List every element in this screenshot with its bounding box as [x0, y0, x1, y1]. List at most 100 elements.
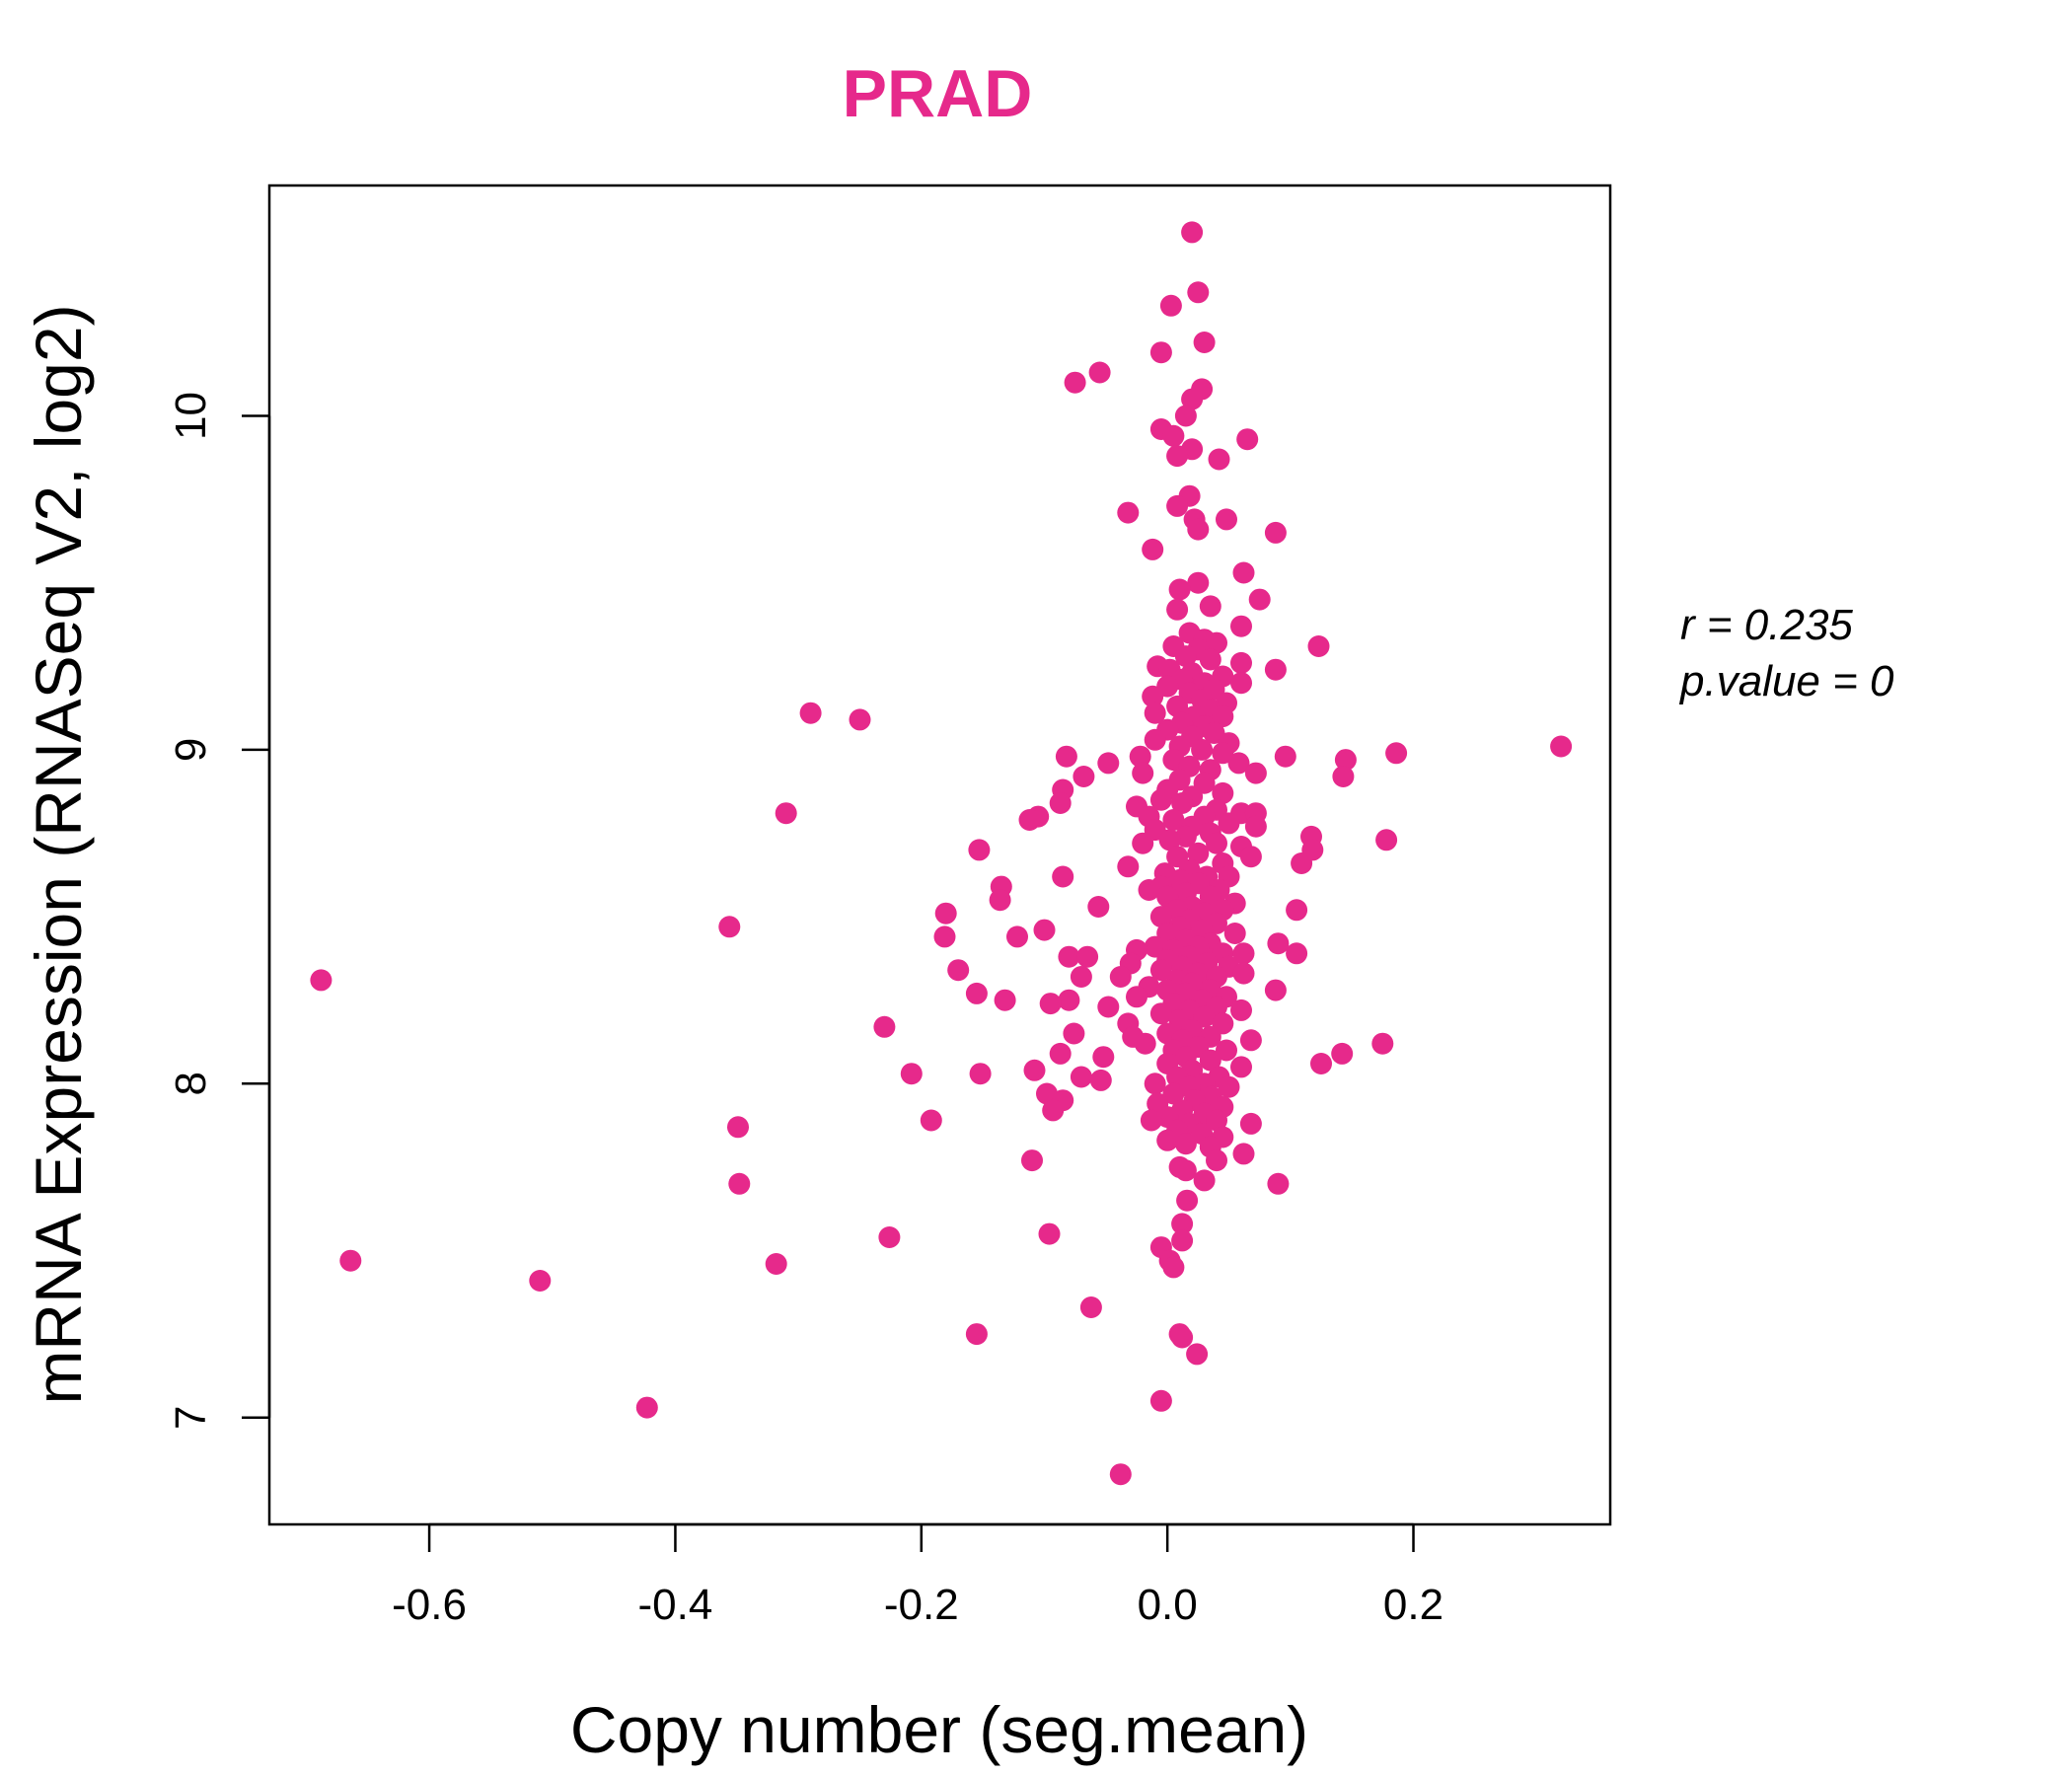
data-point-172	[1076, 945, 1099, 968]
data-point-0	[1181, 221, 1204, 244]
data-point-155	[1223, 923, 1246, 944]
data-point-56	[1144, 702, 1166, 724]
data-point-233	[969, 1063, 992, 1085]
x-tick-label-0: -0.6	[392, 1581, 467, 1629]
data-point-270	[1193, 1169, 1216, 1192]
data-point-73	[1274, 745, 1296, 768]
data-point-254	[1206, 1109, 1227, 1132]
data-point-177	[947, 959, 970, 982]
data-point-151	[718, 916, 741, 938]
data-point-58	[1212, 705, 1234, 728]
data-point-218	[1134, 1032, 1156, 1055]
data-point-9	[1174, 405, 1197, 427]
data-point-266	[1021, 1149, 1043, 1172]
data-point-183	[1109, 966, 1132, 988]
data-point-26	[1168, 578, 1191, 601]
data-point-24	[1232, 561, 1255, 584]
data-point-5	[1088, 361, 1111, 384]
data-point-38	[1199, 648, 1221, 671]
chart-title: PRAD	[843, 56, 1033, 131]
data-point-124	[1117, 855, 1140, 878]
data-point-190	[1264, 979, 1287, 1001]
data-point-29	[1166, 598, 1189, 621]
data-point-93	[1171, 792, 1194, 814]
data-point-211	[1063, 1022, 1085, 1045]
data-point-275	[1038, 1222, 1061, 1245]
data-point-76	[1334, 749, 1357, 772]
data-point-107	[1244, 815, 1267, 838]
data-point-250	[1042, 1099, 1065, 1122]
data-point-229	[1230, 1056, 1252, 1078]
data-point-288	[1186, 1343, 1209, 1366]
data-point-199	[1039, 993, 1062, 1015]
data-point-78	[1097, 752, 1120, 775]
data-point-168	[1232, 942, 1255, 965]
data-point-223	[1331, 1042, 1354, 1065]
data-point-236	[1070, 1066, 1092, 1088]
data-point-285	[965, 1323, 988, 1346]
plot-frame	[267, 184, 1612, 1526]
data-point-12	[1236, 428, 1259, 451]
y-tick-label-2: 9	[167, 738, 215, 762]
data-point-11	[1162, 424, 1185, 447]
data-point-70	[1191, 738, 1214, 761]
data-point-222	[1049, 1042, 1072, 1065]
data-point-157	[933, 925, 956, 948]
data-point-75	[1129, 745, 1151, 768]
data-point-84	[1332, 766, 1355, 787]
data-point-145	[1286, 899, 1308, 922]
data-point-185	[310, 969, 333, 992]
correlation-r: r = 0.235	[1680, 601, 1853, 649]
y-tick-label-3: 10	[167, 392, 215, 440]
points-layer	[310, 221, 1573, 1486]
data-point-277	[1171, 1229, 1194, 1252]
data-point-47	[1230, 672, 1252, 695]
data-point-241	[1218, 1075, 1240, 1098]
data-point-37	[1174, 645, 1197, 668]
x-axis: -0.6 -0.4 -0.2 0.0 0.2	[392, 1522, 1443, 1629]
x-tick-label-1: -0.4	[638, 1581, 713, 1629]
data-point-54	[1166, 695, 1189, 717]
data-point-39	[1230, 651, 1252, 674]
data-point-20	[1216, 508, 1237, 531]
data-point-291	[1109, 1463, 1132, 1486]
data-point-120	[1239, 846, 1262, 868]
data-point-253	[920, 1109, 942, 1132]
data-point-110	[1174, 825, 1197, 848]
data-point-85	[1073, 766, 1095, 787]
data-point-79	[1227, 752, 1250, 775]
data-point-21	[1187, 518, 1210, 541]
data-point-17	[1166, 494, 1189, 517]
data-point-153	[1033, 919, 1056, 941]
y-tick-label-0: 7	[167, 1405, 215, 1429]
data-point-122	[1291, 852, 1313, 874]
data-point-194	[1126, 986, 1147, 1008]
p-value: p.value = 0	[1678, 657, 1894, 705]
data-point-67	[1144, 728, 1166, 751]
data-point-71	[1385, 742, 1408, 765]
data-point-221	[1216, 1039, 1237, 1062]
data-point-280	[339, 1249, 362, 1272]
data-point-25	[1187, 571, 1210, 594]
data-point-60	[849, 708, 871, 731]
data-point-209	[873, 1015, 896, 1038]
data-point-112	[1158, 829, 1181, 851]
data-point-82	[1132, 762, 1154, 784]
x-axis-label: Copy number (seg.mean)	[570, 1693, 1308, 1766]
data-point-92	[1149, 788, 1172, 811]
data-point-14	[1166, 445, 1189, 468]
data-point-226	[1199, 1049, 1221, 1072]
x-tick-label-3: 0.0	[1138, 1581, 1198, 1629]
y-tick-label-1: 8	[167, 1072, 215, 1095]
data-point-51	[1142, 685, 1164, 707]
data-point-272	[728, 1172, 751, 1195]
data-point-72	[1212, 742, 1234, 765]
data-point-135	[1138, 879, 1160, 901]
data-point-276	[878, 1226, 901, 1248]
data-point-287	[1171, 1326, 1194, 1349]
data-point-158	[1006, 925, 1028, 948]
data-point-227	[1310, 1053, 1332, 1074]
data-point-269	[1174, 1159, 1197, 1182]
data-point-148	[1149, 906, 1172, 928]
data-point-4	[1149, 341, 1172, 364]
